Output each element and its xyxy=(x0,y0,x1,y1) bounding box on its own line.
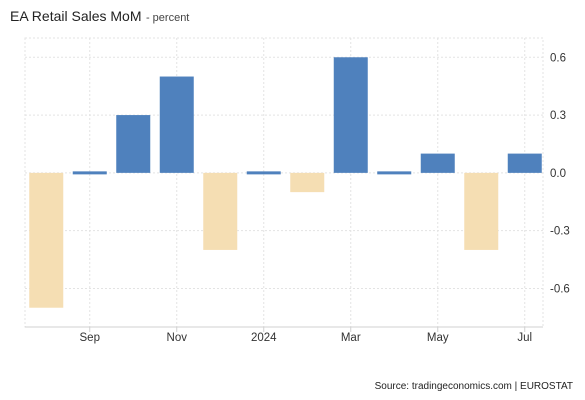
x-tick-label: Sep xyxy=(80,332,100,344)
bar xyxy=(377,171,412,175)
bar xyxy=(333,57,368,173)
bar xyxy=(290,172,325,193)
bar xyxy=(159,76,194,173)
y-tick-label: -0.3 xyxy=(550,226,570,238)
bar xyxy=(72,171,107,175)
bar xyxy=(420,153,455,173)
x-tick-label: 2024 xyxy=(251,332,277,344)
chart-subtitle: - percent xyxy=(145,12,190,24)
bar xyxy=(507,153,542,173)
source-attribution: Source: tradingeconomics.com | EUROSTAT xyxy=(374,381,573,392)
x-tick-label: Nov xyxy=(167,332,188,344)
chart-title: EA Retail Sales MoM - percent xyxy=(10,8,189,26)
bar xyxy=(29,172,64,308)
x-tick-label: May xyxy=(427,332,449,344)
x-tick-label: Jul xyxy=(517,332,532,344)
y-tick-label: 0.0 xyxy=(550,168,566,180)
y-tick-label: 0.3 xyxy=(550,110,566,122)
y-tick-label: 0.6 xyxy=(550,52,566,64)
bar xyxy=(246,171,281,175)
chart-title-text: EA Retail Sales MoM xyxy=(10,8,142,24)
bar xyxy=(464,172,499,250)
y-tick-label: -0.6 xyxy=(550,283,570,295)
bar xyxy=(116,115,151,173)
bar xyxy=(203,172,238,250)
x-tick-label: Mar xyxy=(341,332,361,344)
